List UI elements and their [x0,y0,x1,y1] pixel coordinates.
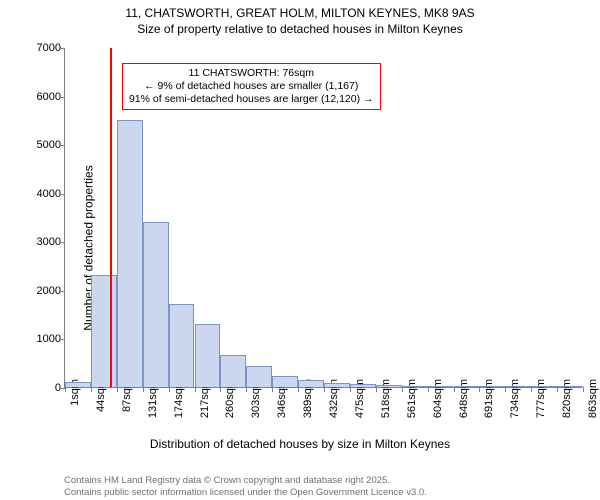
x-tick-mark [479,387,480,392]
x-tick-mark [220,387,221,392]
x-tick-mark [428,387,429,392]
y-tick-label: 7000 [25,42,61,54]
x-tick-mark [324,387,325,392]
histogram-bar [531,386,557,387]
annotation-line1: 11 CHATSWORTH: 76sqm [129,67,374,80]
histogram-bar [376,385,402,387]
x-tick-mark [91,387,92,392]
annotation-box: 11 CHATSWORTH: 76sqm← 9% of detached hou… [122,63,381,110]
x-tick-mark [169,387,170,392]
y-tick-label: 3000 [25,236,61,248]
histogram-bar [350,384,376,387]
x-tick-mark [272,387,273,392]
histogram-bar [195,324,221,387]
y-tick-label: 1000 [25,333,61,345]
property-marker-line [110,48,112,387]
x-tick-mark [583,387,584,392]
x-axis-label: Distribution of detached houses by size … [0,437,600,451]
x-tick-mark [195,387,196,392]
histogram-bar [298,380,324,387]
x-tick-mark [402,387,403,392]
y-tick-label: 0 [25,382,61,394]
x-tick-mark [350,387,351,392]
histogram-bar [402,386,428,387]
y-tick-mark [60,242,65,243]
x-tick-mark [65,387,66,392]
histogram-bar [324,383,350,387]
x-tick-mark [454,387,455,392]
y-tick-label: 6000 [25,91,61,103]
plot-area: 010002000300040005000600070001sqm44sqm87… [64,48,582,388]
histogram-bar [272,376,298,387]
y-tick-mark [60,194,65,195]
x-tick-mark [246,387,247,392]
y-tick-label: 5000 [25,139,61,151]
annotation-line2: ← 9% of detached houses are smaller (1,1… [129,80,374,93]
x-tick-mark [143,387,144,392]
histogram-bar [246,366,272,387]
x-tick-mark [117,387,118,392]
page-title-line2: Size of property relative to detached ho… [0,22,600,38]
y-tick-mark [60,291,65,292]
histogram-bar [169,304,195,387]
histogram-bar [91,275,117,387]
y-tick-label: 2000 [25,285,61,297]
x-tick-mark [557,387,558,392]
footer-line2: Contains public sector information licen… [64,487,427,498]
footer-line1: Contains HM Land Registry data © Crown c… [64,475,427,486]
histogram-bar [220,355,246,387]
x-tick-mark [505,387,506,392]
page-title-line1: 11, CHATSWORTH, GREAT HOLM, MILTON KEYNE… [0,6,600,22]
footer-attribution: Contains HM Land Registry data © Crown c… [64,475,427,498]
x-tick-label: 863sqm [587,379,599,423]
annotation-line3: 91% of semi-detached houses are larger (… [129,93,374,106]
x-tick-mark [298,387,299,392]
histogram-bar [428,386,454,387]
x-tick-mark [376,387,377,392]
histogram-bar [117,120,143,387]
histogram-bar [454,386,480,387]
y-tick-mark [60,48,65,49]
histogram-bar [557,386,583,387]
y-tick-mark [60,145,65,146]
histogram-bar [505,386,531,387]
histogram-bar [143,222,169,387]
y-tick-mark [60,97,65,98]
y-tick-mark [60,339,65,340]
histogram-bar [479,386,505,387]
chart-container: Number of detached properties 0100020003… [0,40,600,455]
histogram-bar [65,382,91,387]
y-tick-label: 4000 [25,188,61,200]
x-tick-mark [531,387,532,392]
